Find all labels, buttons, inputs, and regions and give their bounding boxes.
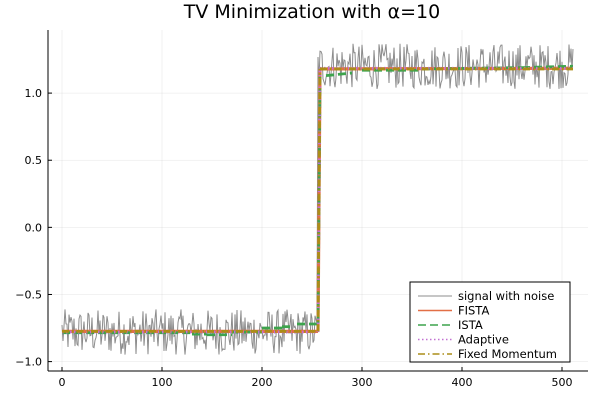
legend-label: ISTA	[458, 318, 483, 332]
x-tick-label: 300	[352, 376, 373, 389]
series-segment	[316, 68, 322, 332]
axes: 0 100 200 300 400 500 −1.0 −0.5 0.0 0.5 1.0	[15, 30, 588, 389]
x-tick-label: 100	[152, 376, 173, 389]
x-tick-label: 200	[252, 376, 273, 389]
y-tick-label: −0.5	[15, 288, 42, 301]
y-tick-label: 0.5	[25, 154, 43, 167]
legend: signal with noiseFISTAISTAAdaptiveFixed …	[409, 281, 571, 363]
y-tick-label: −1.0	[15, 356, 42, 369]
chart-title: TV Minimization with α=10	[183, 1, 440, 23]
x-tick-label: 500	[552, 376, 573, 389]
legend-label: FISTA	[458, 304, 489, 318]
legend-label: Fixed Momentum	[458, 347, 557, 361]
legend-label: Adaptive	[458, 333, 509, 347]
plot-series	[61, 43, 574, 355]
series-segment	[521, 64, 574, 69]
series-segment	[325, 71, 353, 78]
series-fixed-momentum	[62, 67, 573, 333]
x-tick-label: 400	[452, 376, 473, 389]
y-tick-label: 1.0	[25, 87, 43, 100]
legend-label: signal with noise	[458, 289, 554, 303]
legend-box	[409, 281, 571, 363]
x-tick-label: 0	[59, 376, 66, 389]
y-tick-label: 0.0	[25, 221, 43, 234]
